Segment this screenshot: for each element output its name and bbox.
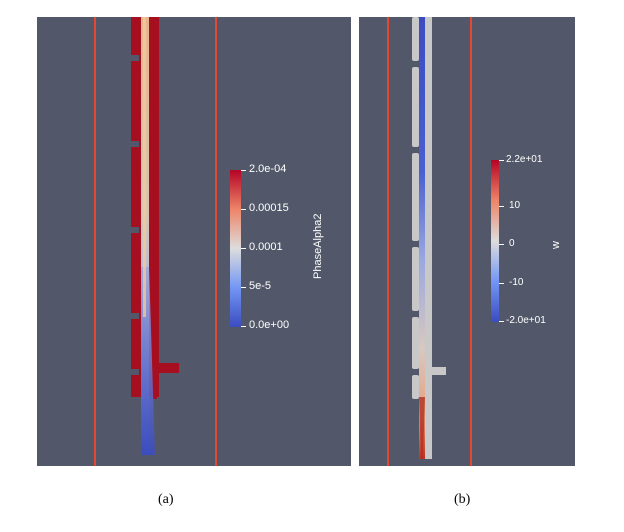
colorbar-a-tick-4: 0.0e+00 <box>249 319 290 331</box>
caption-b: (b) <box>454 492 471 507</box>
colorbar-a-gradient <box>230 170 241 327</box>
phase-field-render <box>94 17 217 466</box>
colorbar-b-gradient <box>491 160 499 322</box>
right-wall-line <box>215 17 217 466</box>
colorbar-a-tick-0: 2.0e-04 <box>249 163 287 175</box>
colorbar-b-tick-2: 0 <box>509 238 515 249</box>
inner-core <box>419 17 425 459</box>
colorbar-a-title: PhaseAlpha2 <box>312 213 324 279</box>
left-wall-line <box>387 17 389 466</box>
colorbar-b <box>491 160 504 322</box>
caption-a: (a) <box>158 492 174 507</box>
right-wall-line <box>470 17 472 466</box>
panel-b: 2.2e+01 10 0 -10 -2.0e+01 w <box>359 17 575 466</box>
left-wall-line <box>94 17 96 466</box>
nozzle-outline <box>412 17 446 459</box>
colorbar-a-tick-3: 5e-5 <box>249 280 272 292</box>
colorbar-b-tick-0: 2.2e+01 <box>506 154 543 165</box>
colorbar-b-tick-1: 10 <box>509 200 521 211</box>
colorbar-a-tick-1: 0.00015 <box>249 202 289 214</box>
panel-a: 2.0e-04 0.00015 0.0001 5e-5 0.0e+00 Phas… <box>37 17 351 466</box>
colorbar-b-title: w <box>550 241 562 249</box>
colorbar-b-tick-4: -2.0e+01 <box>506 315 546 326</box>
velocity-field-render <box>387 17 472 466</box>
colorbar-a-tick-2: 0.0001 <box>249 241 283 253</box>
colorbar-b-tick-3: -10 <box>509 277 524 288</box>
colorbar-a <box>230 170 246 327</box>
